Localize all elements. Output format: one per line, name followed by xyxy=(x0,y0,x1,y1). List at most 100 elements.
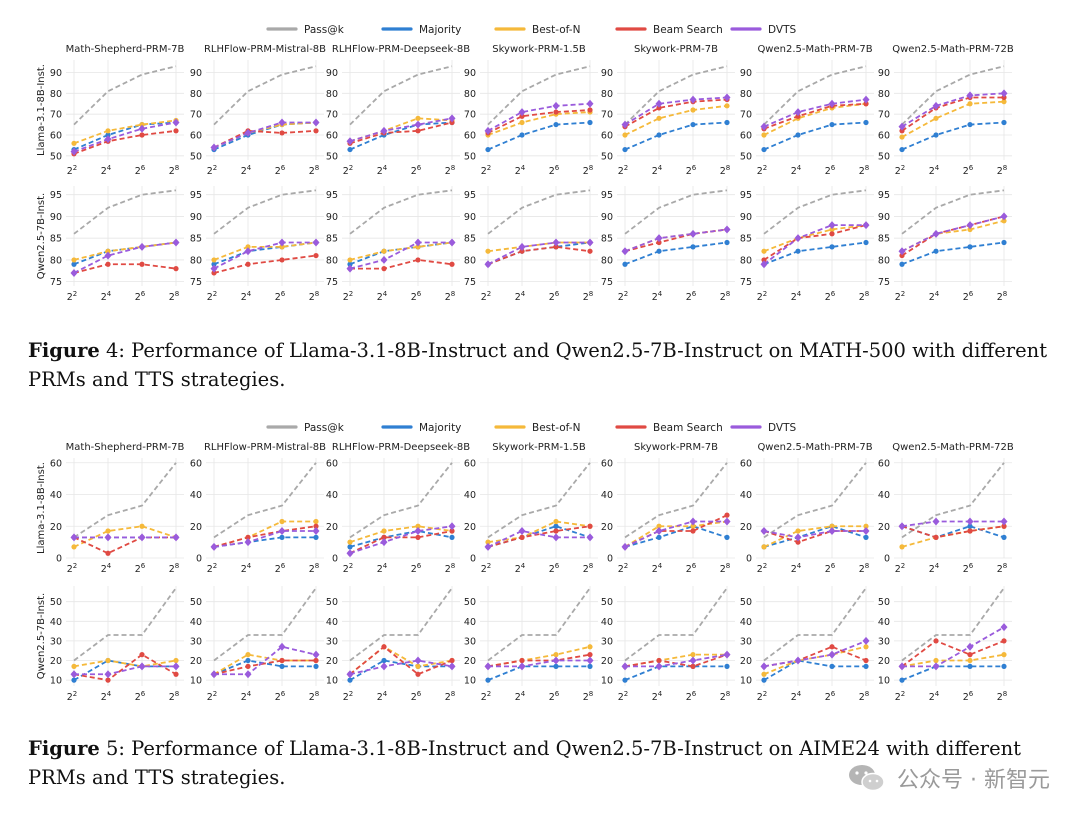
data-point-dvts xyxy=(689,229,697,238)
data-point-dvts xyxy=(862,221,870,230)
y-tick-label: 0 xyxy=(56,554,62,565)
data-point-dvts xyxy=(1000,212,1008,221)
y-tick-label: 90 xyxy=(601,68,613,79)
x-tick-exponent: 6 xyxy=(831,290,836,298)
data-point-best-of-n xyxy=(967,657,973,664)
data-point-dvts xyxy=(104,135,112,144)
series-line-majority xyxy=(213,241,317,266)
data-point-beam-search xyxy=(795,113,801,119)
series-line-dvts xyxy=(902,626,1005,668)
data-point-majority xyxy=(71,677,77,683)
x-tick-exponent: 2 xyxy=(901,690,905,698)
x-tick-label: 22 xyxy=(481,290,492,303)
x-tick-exponent: 6 xyxy=(281,690,286,698)
data-point-dvts xyxy=(552,533,560,542)
x-tick-label: 24 xyxy=(377,690,388,703)
series-line-pass-k xyxy=(73,587,177,662)
data-point-beam-search xyxy=(449,657,455,664)
data-point-best-of-n xyxy=(967,101,973,107)
x-tick-exponent: 6 xyxy=(969,690,974,698)
y-tick-label: 90 xyxy=(740,68,752,79)
data-point-dvts xyxy=(448,522,456,531)
x-tick-exponent: 8 xyxy=(589,690,593,698)
x-tick-exponent: 2 xyxy=(349,164,353,172)
y-tick-label: 95 xyxy=(326,190,338,201)
data-point-beam-search xyxy=(829,231,835,237)
x-tick-label: 28 xyxy=(169,562,180,575)
data-point-dvts xyxy=(70,147,78,156)
y-tick-label: 95 xyxy=(878,190,890,201)
data-point-dvts xyxy=(312,118,320,127)
data-point-dvts xyxy=(828,221,836,230)
data-point-beam-search xyxy=(449,261,455,267)
data-point-dvts xyxy=(138,124,146,133)
x-tick-label: 24 xyxy=(929,164,940,177)
watermark: 公众号 · 新智元 xyxy=(847,762,1050,794)
series-line-best-of-n xyxy=(349,241,453,261)
x-tick-exponent: 6 xyxy=(141,290,146,298)
y-tick-label: 95 xyxy=(601,190,613,201)
x-tick-exponent: 4 xyxy=(797,290,802,298)
x-tick-label: 26 xyxy=(825,164,836,177)
y-tick-label: 70 xyxy=(190,110,202,121)
data-point-beam-search xyxy=(139,261,145,267)
data-point-majority xyxy=(863,119,869,126)
data-point-dvts xyxy=(244,538,252,547)
x-tick-label: 22 xyxy=(67,290,78,303)
data-point-beam-search xyxy=(553,109,559,115)
data-point-dvts xyxy=(966,517,974,526)
series-line-majority xyxy=(763,241,867,266)
data-point-dvts xyxy=(794,108,802,117)
series-line-majority xyxy=(901,241,1005,266)
series-line-best-of-n xyxy=(901,653,1005,668)
data-point-dvts xyxy=(138,662,146,671)
x-tick-label: 28 xyxy=(720,164,731,177)
data-point-dvts xyxy=(278,642,286,651)
x-tick-exponent: 6 xyxy=(969,164,974,172)
x-tick-exponent: 2 xyxy=(624,690,628,698)
data-point-best-of-n xyxy=(71,544,77,550)
x-tick-exponent: 2 xyxy=(624,290,628,298)
data-point-dvts xyxy=(1000,517,1008,526)
x-tick-exponent: 6 xyxy=(417,690,422,698)
y-tick-label: 60 xyxy=(190,458,202,469)
series-line-best-of-n xyxy=(487,111,591,136)
x-tick-label: 24 xyxy=(652,164,663,177)
x-tick-exponent: 6 xyxy=(281,164,286,172)
x-tick-exponent: 8 xyxy=(1003,164,1007,172)
series-line-dvts xyxy=(487,530,590,548)
data-point-dvts xyxy=(552,238,560,247)
x-tick-exponent: 8 xyxy=(865,690,869,698)
x-tick-exponent: 8 xyxy=(315,690,319,698)
data-point-dvts xyxy=(414,527,422,536)
x-tick-label: 24 xyxy=(241,562,252,575)
data-point-majority xyxy=(656,248,662,254)
data-point-best-of-n xyxy=(519,119,525,126)
data-point-dvts xyxy=(312,650,320,659)
x-tick-label: 24 xyxy=(515,290,526,303)
y-tick-label: 60 xyxy=(601,458,613,469)
series-line-pass-k xyxy=(624,65,728,126)
series-line-pass-k xyxy=(487,65,591,126)
y-tick-label: 60 xyxy=(326,131,338,142)
data-point-majority xyxy=(863,534,869,540)
series-line-pass-k xyxy=(901,65,1005,126)
data-point-beam-search xyxy=(313,657,319,664)
y-tick-label: 0 xyxy=(332,554,338,565)
y-tick-label: 75 xyxy=(601,277,613,288)
x-tick-label: 26 xyxy=(686,562,697,575)
legend-label-best-of-n: Best-of-N xyxy=(532,422,580,434)
data-point-majority xyxy=(1001,239,1007,246)
data-point-best-of-n xyxy=(105,528,111,534)
data-point-beam-search xyxy=(587,652,593,658)
data-point-majority xyxy=(690,121,696,128)
series-line-dvts xyxy=(901,92,1005,128)
x-tick-label: 22 xyxy=(207,690,218,703)
panel-title: RLHFlow-PRM-Deepseek-8B xyxy=(332,44,470,55)
data-point-majority xyxy=(690,244,696,250)
x-tick-label: 24 xyxy=(929,562,940,575)
data-point-majority xyxy=(485,677,491,683)
data-point-majority xyxy=(967,663,973,669)
